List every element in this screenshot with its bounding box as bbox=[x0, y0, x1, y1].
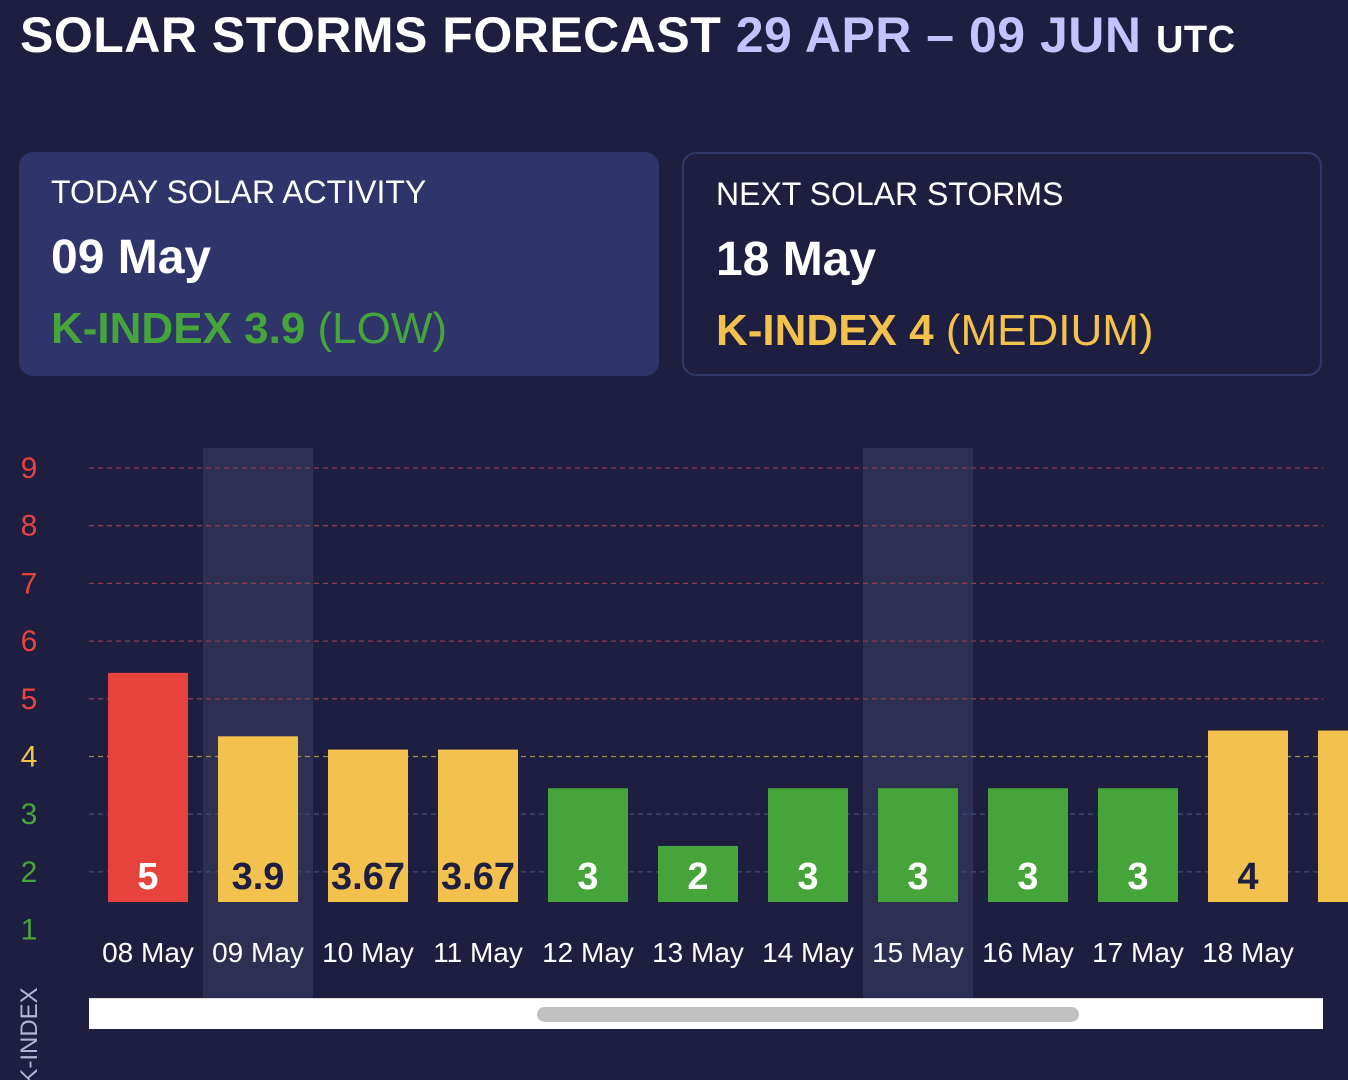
bar-value-label: 3 bbox=[1127, 856, 1148, 898]
bar-1 bbox=[108, 672, 188, 902]
bar-2 bbox=[218, 736, 298, 902]
y-axis-title: K-INDEX bbox=[16, 987, 43, 1080]
next-k-value: K-INDEX 4 bbox=[716, 306, 934, 355]
today-card-heading: TODAY SOLAR ACTIVITY bbox=[51, 174, 427, 210]
x-tick-label: 12 May bbox=[542, 937, 634, 968]
y-tick-label: 4 bbox=[21, 741, 38, 774]
bar-9 bbox=[988, 788, 1068, 902]
bar-value-label: 2 bbox=[687, 856, 708, 898]
bar-4 bbox=[438, 749, 518, 902]
next-k-level: (MEDIUM) bbox=[945, 306, 1154, 355]
today-k-value: K-INDEX 3.9 bbox=[51, 304, 306, 353]
y-tick-label: 1 bbox=[21, 914, 38, 947]
y-tick-label: 6 bbox=[21, 625, 38, 658]
y-tick-label: 3 bbox=[21, 798, 38, 831]
bar-7 bbox=[768, 788, 848, 902]
bar-6 bbox=[658, 845, 738, 902]
bar-value-label: 3.67 bbox=[331, 856, 405, 898]
x-tick-label: 13 May bbox=[652, 937, 744, 968]
timezone-label: UTC bbox=[1155, 19, 1236, 61]
x-tick-label: 08 May bbox=[102, 937, 194, 968]
bar-value-label: 3.67 bbox=[441, 856, 515, 898]
bar-5 bbox=[548, 788, 628, 902]
bar-value-label: 3 bbox=[1017, 856, 1038, 898]
bar-8 bbox=[878, 788, 958, 902]
k-index-chart: 1 2 3 4 5 6 7 8 9 5 08 May 3.9 09 May 3.67 10 May 3.67 1… bbox=[16, 448, 1348, 1080]
bar-value-label: 3.9 bbox=[232, 856, 285, 898]
y-tick-label: 7 bbox=[21, 567, 38, 600]
scrollbar-thumb[interactable] bbox=[537, 1007, 1079, 1022]
next-k-index: K-INDEX 4 (MEDIUM) bbox=[716, 306, 1154, 356]
y-tick-label: 5 bbox=[21, 683, 38, 716]
bar-value-label: 5 bbox=[137, 856, 158, 898]
bar-value-label: 3 bbox=[797, 856, 818, 898]
bar-value-label: 4 bbox=[1237, 856, 1258, 898]
bar-value-label: 3 bbox=[577, 856, 598, 898]
highlight-band-15-may bbox=[863, 448, 973, 998]
title-text: SOLAR STORMS FORECAST bbox=[20, 7, 722, 63]
page-title: SOLAR STORMS FORECAST 29 APR – 09 JUN UT… bbox=[20, 6, 1236, 64]
x-tick-label: 14 May bbox=[762, 937, 854, 968]
y-tick-label: 8 bbox=[21, 510, 38, 543]
bar-11 bbox=[1208, 730, 1288, 902]
y-tick-label: 9 bbox=[21, 452, 38, 485]
x-tick-label: 17 May bbox=[1092, 937, 1184, 968]
bar-3 bbox=[328, 749, 408, 902]
next-card-date: 18 May bbox=[716, 233, 877, 286]
highlight-band-09-may bbox=[203, 448, 313, 998]
bar-value-label: 3 bbox=[907, 856, 928, 898]
x-tick-label: 11 May bbox=[433, 937, 523, 968]
x-tick-label: 18 May bbox=[1202, 937, 1294, 968]
today-activity-card: TODAY SOLAR ACTIVITY 09 May K-INDEX 3.9 … bbox=[19, 152, 659, 376]
today-k-level: (LOW) bbox=[317, 304, 448, 353]
x-tick-label: 10 May bbox=[322, 937, 414, 968]
today-card-date: 09 May bbox=[51, 231, 212, 284]
y-tick-label: 2 bbox=[21, 856, 38, 889]
next-card-heading: NEXT SOLAR STORMS bbox=[716, 176, 1064, 212]
x-tick-label: 09 May bbox=[212, 937, 304, 968]
date-range: 29 APR – 09 JUN bbox=[735, 7, 1142, 63]
x-tick-label: 15 May bbox=[872, 937, 964, 968]
x-tick-label: 16 May bbox=[982, 937, 1074, 968]
next-storms-card: NEXT SOLAR STORMS 18 May K-INDEX 4 (MEDI… bbox=[682, 152, 1322, 376]
bar-12 bbox=[1318, 730, 1348, 902]
bar-10 bbox=[1098, 788, 1178, 902]
chart-scrollbar[interactable] bbox=[89, 998, 1323, 1029]
today-k-index: K-INDEX 3.9 (LOW) bbox=[51, 304, 447, 354]
